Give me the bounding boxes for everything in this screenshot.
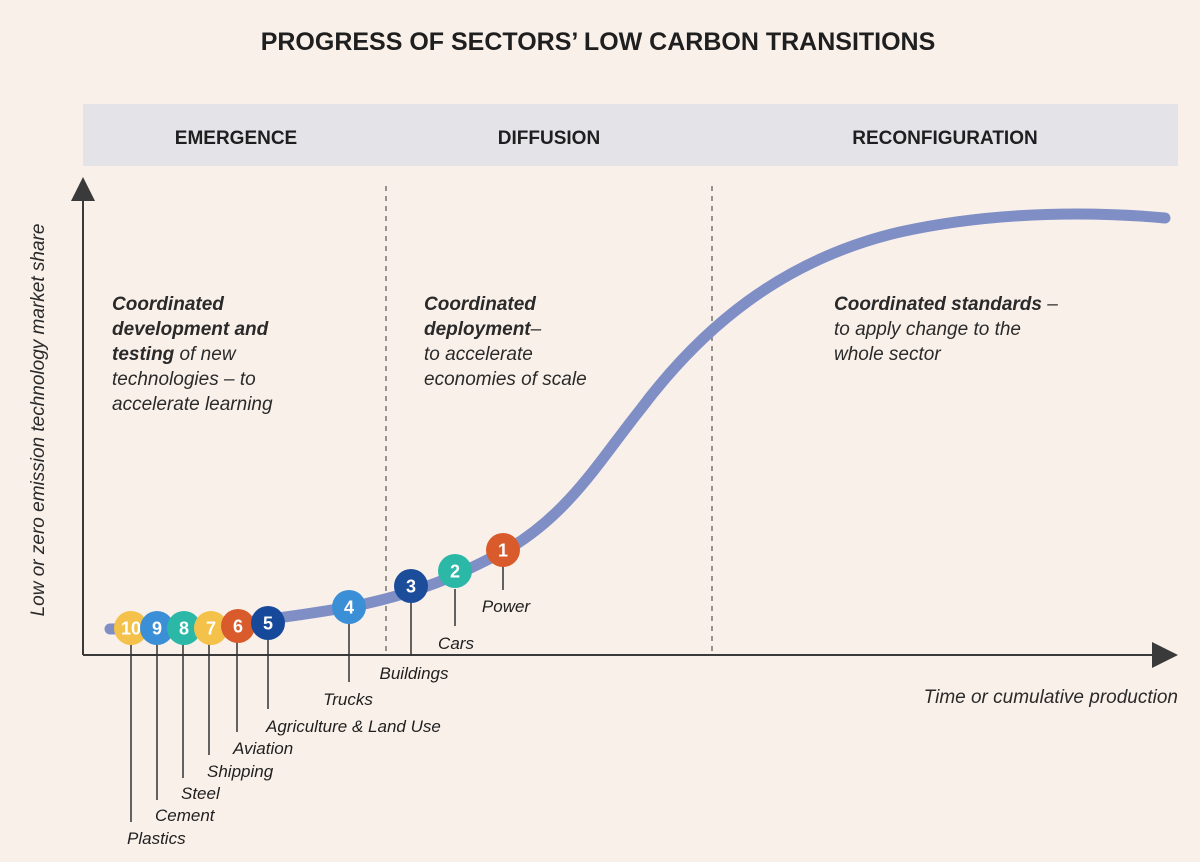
sector-number-1: 1: [498, 541, 508, 561]
sector-marker-4: 4: [332, 590, 366, 624]
sector-marker-8: 8: [167, 611, 201, 645]
sector-dot-4: [332, 590, 366, 624]
emergence-description: Coordinated development and testing of n…: [112, 294, 274, 415]
phase-label-emergence: EMERGENCE: [175, 128, 297, 149]
sector-label-agriculture: Agriculture & Land Use: [265, 717, 441, 736]
sector-dot-7: [194, 611, 228, 645]
sector-dot-8: [167, 611, 201, 645]
sector-marker-3: 3: [394, 569, 428, 603]
sector-dot-1: [486, 533, 520, 567]
sector-dot-10: [114, 611, 148, 645]
sector-marker-7: 7: [194, 611, 228, 645]
sector-dot-6: [221, 609, 255, 643]
sector-marker-2: 2: [438, 554, 472, 588]
sector-label-power: Power: [482, 597, 532, 616]
sector-label-cement: Cement: [155, 806, 216, 825]
sector-number-3: 3: [406, 577, 416, 597]
sector-dot-3: [394, 569, 428, 603]
x-axis-label: Time or cumulative production: [924, 687, 1178, 708]
sector-dot-2: [438, 554, 472, 588]
sector-label-trucks: Trucks: [323, 690, 373, 709]
diagram-title: PROGRESS OF SECTORS’ LOW CARBON TRANSITI…: [261, 28, 936, 56]
sector-marker-5: 5: [251, 606, 285, 640]
sector-label-shipping: Shipping: [207, 762, 274, 781]
sector-marker-6: 6: [221, 609, 255, 643]
sector-number-6: 6: [233, 617, 243, 637]
phase-label-reconfiguration: RECONFIGURATION: [852, 128, 1037, 149]
diffusion-description: Coordinated deployment– to accelerate ec…: [424, 294, 587, 390]
reconfiguration-description: Coordinated standards – to apply change …: [834, 294, 1063, 365]
adoption-s-curve: [104, 208, 1171, 635]
sector-number-8: 8: [179, 619, 189, 639]
sector-number-7: 7: [206, 619, 216, 639]
x-axis-arrow: [1152, 642, 1178, 668]
sector-dot-5: [251, 606, 285, 640]
y-axis-label: Low or zero emission technology market s…: [28, 224, 49, 617]
sector-number-4: 4: [344, 598, 354, 618]
sector-number-9: 9: [152, 619, 162, 639]
phase-header-band: [83, 104, 1178, 166]
sector-number-2: 2: [450, 562, 460, 582]
sector-dot-9: [140, 611, 174, 645]
sector-label-buildings: Buildings: [380, 664, 449, 683]
sector-marker-9: 9: [140, 611, 174, 645]
sector-number-10: 10: [121, 619, 141, 639]
sector-marker-10: 10: [114, 611, 148, 645]
sector-number-5: 5: [263, 614, 273, 634]
sector-label-aviation: Aviation: [232, 739, 293, 758]
phase-label-diffusion: DIFFUSION: [498, 128, 600, 149]
sector-label-cars: Cars: [438, 634, 474, 653]
sector-label-plastics: Plastics: [127, 829, 186, 848]
sector-marker-1: 1: [486, 533, 520, 567]
sector-label-steel: Steel: [181, 784, 221, 803]
y-axis-arrow: [71, 177, 95, 201]
